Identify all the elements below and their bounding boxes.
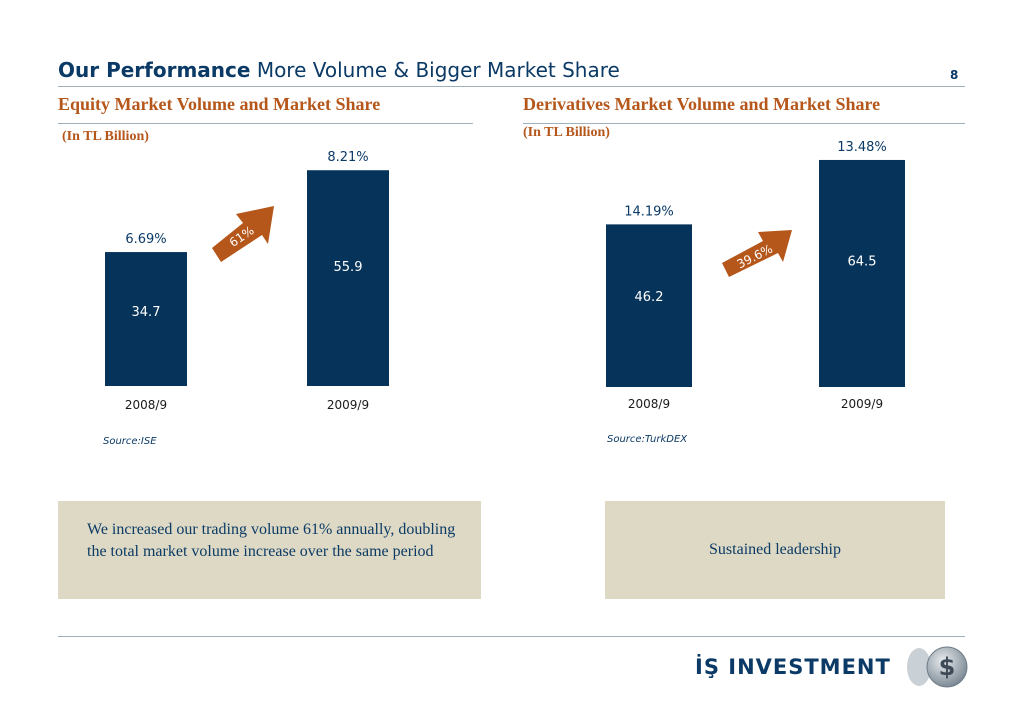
derivatives-note-text: Sustained leadership	[709, 541, 841, 558]
svg-text:$: $	[939, 653, 956, 681]
derivatives-note-box: Sustained leadership	[605, 501, 945, 599]
equity-heading-rule	[58, 123, 473, 124]
equity-x-tick-1: 2008/9	[125, 398, 167, 412]
derivatives-x-tick-2: 2009/9	[841, 397, 883, 411]
derivatives-value-label-1: 46.2	[635, 290, 664, 305]
equity-value-label-2: 55.9	[334, 260, 363, 275]
derivatives-value-label-2: 64.5	[848, 255, 877, 270]
page-title: Our Performance More Volume & Bigger Mar…	[58, 58, 620, 82]
page-title-rest: More Volume & Bigger Market Share	[256, 58, 620, 82]
equity-note-text: We increased our trading volume 61% annu…	[87, 521, 456, 560]
equity-value-label-1: 34.7	[132, 305, 161, 320]
equity-bar-chart: 34.7 6.69% 2008/9 55.9 8.21% 2009/9	[105, 150, 389, 412]
derivatives-bar-chart: 46.2 14.19% 2008/9 64.5 13.48% 2009/9	[606, 140, 905, 411]
derivatives-section-heading: Derivatives Market Volume and Market Sha…	[523, 94, 881, 114]
derivatives-x-tick-1: 2008/9	[628, 397, 670, 411]
equity-growth-arrow: 61%	[212, 206, 274, 262]
header-divider	[58, 86, 965, 87]
equity-source: Source:ISE	[103, 436, 157, 447]
derivatives-share-label-2: 13.48%	[837, 140, 887, 155]
derivatives-bar-1	[606, 224, 692, 387]
derivatives-unit-label: (In TL Billion)	[523, 125, 610, 140]
derivatives-share-label-1: 14.19%	[624, 204, 674, 219]
equity-bar-2	[307, 170, 389, 386]
page-number: 8	[950, 68, 959, 82]
equity-unit-label: (In TL Billion)	[62, 129, 149, 144]
company-logo-text: İŞ INVESTMENT	[695, 655, 891, 679]
derivatives-bar-2	[819, 159, 905, 387]
equity-share-label-1: 6.69%	[125, 232, 166, 247]
equity-x-tick-2: 2009/9	[327, 398, 369, 412]
equity-bar-1	[105, 252, 187, 386]
equity-section-heading: Equity Market Volume and Market Share	[58, 94, 381, 114]
derivatives-source: Source:TurkDEX	[607, 434, 688, 445]
derivatives-growth-arrow: 39.6%	[722, 230, 792, 277]
company-logo-emblem: $	[907, 646, 968, 688]
footer-divider	[58, 636, 965, 637]
page-title-bold: Our Performance	[58, 58, 251, 82]
derivatives-heading-rule	[523, 123, 965, 124]
equity-note-box: We increased our trading volume 61% annu…	[58, 501, 481, 599]
equity-share-label-2: 8.21%	[327, 150, 368, 165]
